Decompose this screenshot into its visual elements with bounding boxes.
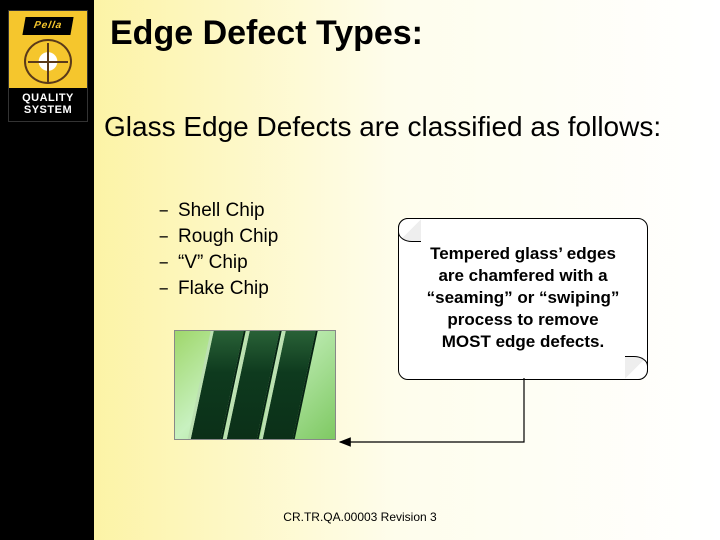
bullet-text: Shell Chip	[178, 200, 265, 222]
callout-line: are chamfered with a	[438, 266, 607, 285]
logo-seal-icon	[24, 39, 72, 84]
scroll-curl-icon	[398, 218, 421, 242]
list-item: – Rough Chip	[158, 226, 278, 248]
bullet-list: – Shell Chip – Rough Chip – “V” Chip – F…	[158, 200, 278, 304]
bullet-dash-icon: –	[158, 252, 178, 274]
bullet-text: Flake Chip	[178, 278, 269, 300]
bullet-text: “V” Chip	[178, 252, 248, 274]
glass-edge-photo	[174, 330, 336, 440]
logo-label: QUALITYSYSTEM	[9, 88, 87, 121]
callout-line: Tempered glass’ edges	[430, 244, 616, 263]
callout-line: process to remove	[447, 310, 598, 329]
list-item: – “V” Chip	[158, 252, 278, 274]
slide-subtitle: Glass Edge Defects are classified as fol…	[104, 110, 664, 144]
logo-brand: Pella	[22, 17, 73, 35]
bullet-dash-icon: –	[158, 278, 178, 300]
callout-line: “seaming” or “swiping”	[427, 288, 620, 307]
slide: Pella QUALITYSYSTEM Edge Defect Types: G…	[0, 0, 720, 540]
list-item: – Shell Chip	[158, 200, 278, 222]
quality-system-logo: Pella QUALITYSYSTEM	[8, 10, 88, 122]
callout-line: MOST edge defects.	[442, 332, 604, 351]
callout-text: Tempered glass’ edges are chamfered with…	[409, 243, 637, 353]
callout-scroll: Tempered glass’ edges are chamfered with…	[398, 218, 648, 380]
footer-text: CR.TR.QA.00003 Revision 3	[0, 510, 720, 524]
bullet-dash-icon: –	[158, 226, 178, 248]
bullet-text: Rough Chip	[178, 226, 278, 248]
scroll-curl-icon	[625, 356, 648, 380]
list-item: – Flake Chip	[158, 278, 278, 300]
slide-title: Edge Defect Types:	[110, 14, 423, 53]
bullet-dash-icon: –	[158, 200, 178, 222]
